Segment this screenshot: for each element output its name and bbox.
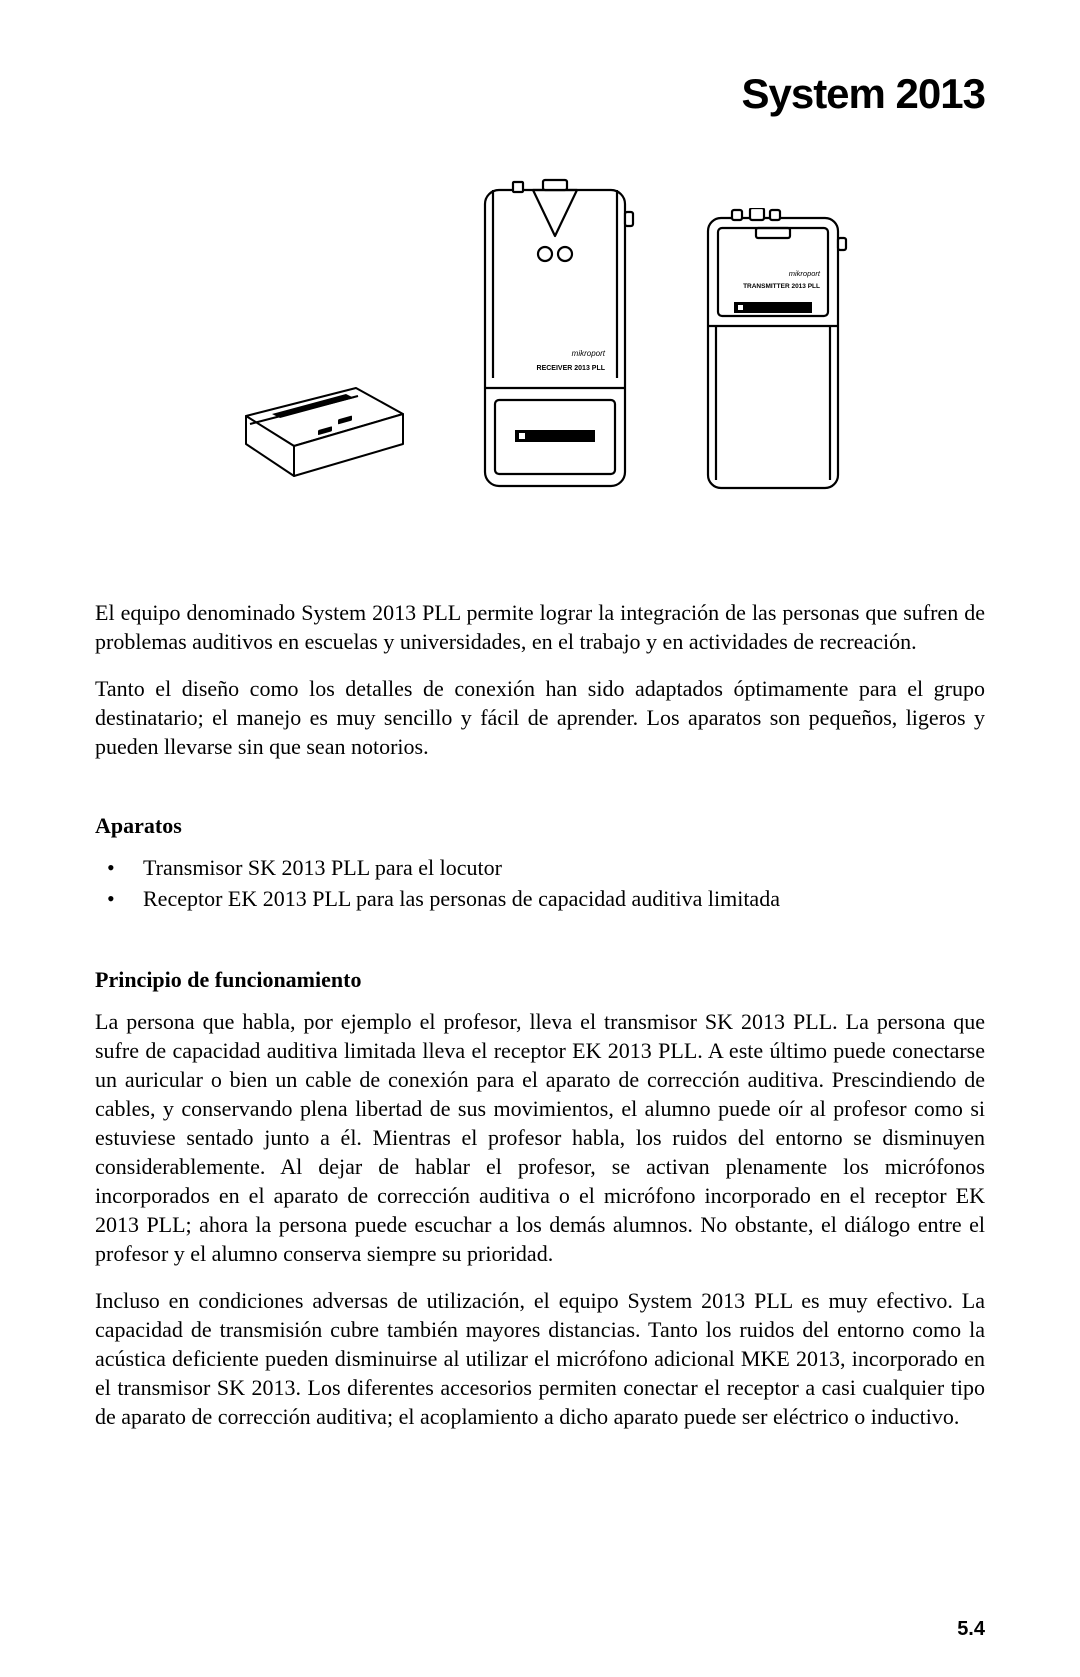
aparatos-heading: Aparatos [95, 813, 985, 839]
intro-paragraph-2: Tanto el diseño como los detalles de con… [95, 674, 985, 761]
receiver-model-label: RECEIVER 2013 PLL [536, 365, 605, 372]
transmitter-brand-label: mikroport [788, 269, 820, 278]
page-number: 5.4 [957, 1618, 985, 1641]
devices-illustration: mikroport RECEIVER 2013 PLL mikroport [95, 158, 985, 498]
list-item: Transmisor SK 2013 PLL para el locutor [95, 853, 985, 884]
receiver-device-icon: mikroport RECEIVER 2013 PLL [473, 178, 643, 498]
transmitter-model-label: TRANSMITTER 2013 PLL [743, 283, 820, 290]
list-item: Receptor EK 2013 PLL para las personas d… [95, 884, 985, 915]
page-title: System 2013 [95, 70, 985, 118]
principio-paragraph-1: La persona que habla, por ejemplo el pro… [95, 1007, 985, 1268]
principio-heading: Principio de funcionamiento [95, 967, 985, 993]
aparatos-list: Transmisor SK 2013 PLL para el locutor R… [95, 853, 985, 915]
charger-device-icon [228, 378, 418, 498]
receiver-brand-label: mikroport [571, 349, 605, 358]
intro-paragraph-1: El equipo denominado System 2013 PLL per… [95, 598, 985, 656]
principio-paragraph-2: Incluso en condiciones adversas de utili… [95, 1286, 985, 1431]
transmitter-device-icon: mikroport TRANSMITTER 2013 PLL [698, 208, 853, 498]
